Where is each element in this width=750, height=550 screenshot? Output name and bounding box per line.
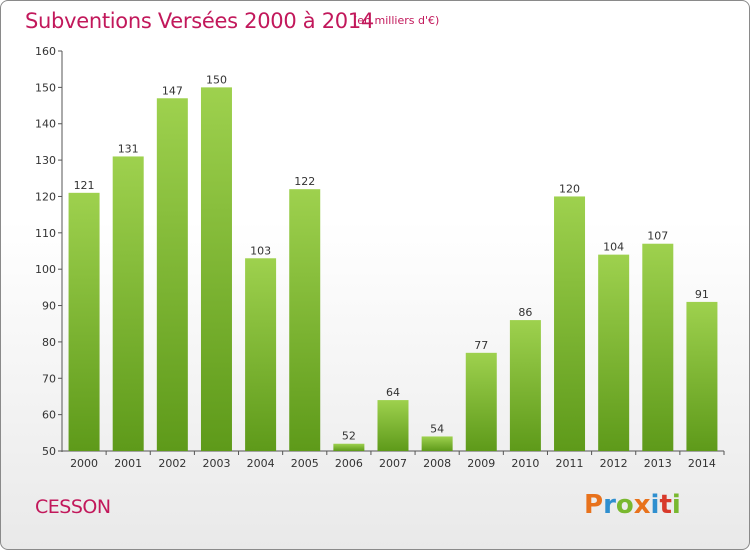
data-label: 131: [118, 142, 139, 155]
bar: [642, 243, 674, 451]
proxiti-logo[interactable]: Proxiti: [584, 490, 681, 520]
bars: [68, 87, 718, 452]
x-tick-label: 2008: [423, 457, 451, 470]
x-tick-label: 2005: [291, 457, 319, 470]
logo-letter: t: [659, 490, 672, 520]
axes: 50 60 70 80 90 100 110 120 130 140 150 160 2000 2001 2…: [35, 45, 725, 470]
chart-title: Subventions Versées 2000 à 2014: [25, 9, 374, 33]
commune-name: CESSON: [35, 496, 111, 518]
y-tick-label: 160: [35, 45, 56, 58]
bar: [377, 400, 409, 451]
bar: [156, 98, 188, 451]
data-label: 107: [647, 230, 668, 243]
x-tick-label: 2002: [158, 457, 186, 470]
data-label: 147: [162, 84, 183, 97]
bar: [200, 87, 232, 451]
bar: [554, 196, 586, 451]
x-tick-label: 2013: [644, 457, 672, 470]
x-tick-label: 2007: [379, 457, 407, 470]
data-label: 150: [206, 73, 227, 86]
bar: [598, 254, 630, 451]
y-tick-label: 80: [42, 336, 56, 349]
x-tick-label: 2014: [688, 457, 716, 470]
x-tick-label: 2009: [467, 457, 495, 470]
bar: [245, 258, 277, 451]
x-tick-label: 2006: [335, 457, 363, 470]
logo-letter: i: [671, 490, 681, 520]
logo-letter: P: [584, 490, 604, 520]
logo-letter: r: [603, 490, 616, 520]
y-tick-label: 50: [42, 445, 56, 458]
bar: [509, 320, 541, 451]
x-tick-label: 2003: [202, 457, 230, 470]
logo-letter: i: [650, 490, 660, 520]
y-tick-label: 60: [42, 409, 56, 422]
data-label: 52: [342, 430, 356, 443]
bar: [112, 156, 144, 452]
y-tick-label: 100: [35, 263, 56, 276]
logo-letter: x: [633, 490, 651, 520]
data-label: 64: [386, 386, 400, 399]
data-label: 122: [294, 175, 315, 188]
bar: [421, 436, 453, 451]
y-tick-label: 130: [35, 154, 56, 167]
data-label: 103: [250, 244, 271, 257]
bar: [333, 443, 365, 451]
x-tick-label: 2010: [511, 457, 539, 470]
data-label: 120: [559, 182, 580, 195]
x-tick-label: 2001: [114, 457, 142, 470]
x-tick-label: 2012: [600, 457, 628, 470]
data-label: 86: [518, 306, 532, 319]
y-tick-label: 150: [35, 81, 56, 94]
data-label: 104: [603, 241, 624, 254]
chart-subtitle: (en milliers d'€): [353, 14, 440, 27]
bar: [68, 192, 100, 451]
value-labels: 121 131 147 150 103 122 52 64 54 77 86 120 104 107 91: [74, 73, 709, 442]
y-tick-label: 90: [42, 300, 56, 313]
y-tick-label: 70: [42, 372, 56, 385]
x-tick-label: 2000: [70, 457, 98, 470]
y-tick-label: 140: [35, 118, 56, 131]
x-tick-label: 2011: [556, 457, 584, 470]
bar: [289, 189, 321, 451]
y-tick-label: 120: [35, 190, 56, 203]
bar: [465, 352, 497, 451]
data-label: 121: [74, 179, 95, 192]
x-tick-label: 2004: [247, 457, 275, 470]
data-label: 91: [695, 288, 709, 301]
bar: [686, 301, 718, 451]
data-label: 77: [474, 339, 488, 352]
logo-letter: o: [615, 490, 634, 520]
y-tick-label: 110: [35, 227, 56, 240]
data-label: 54: [430, 422, 444, 435]
